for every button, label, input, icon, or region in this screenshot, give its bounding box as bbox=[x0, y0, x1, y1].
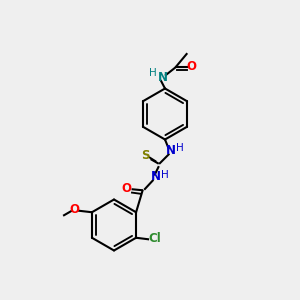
Text: N: N bbox=[150, 170, 161, 183]
Text: O: O bbox=[121, 182, 131, 195]
Text: O: O bbox=[187, 59, 197, 73]
Text: H: H bbox=[176, 143, 183, 154]
Text: N: N bbox=[165, 144, 176, 157]
Text: S: S bbox=[141, 149, 150, 162]
Text: Cl: Cl bbox=[148, 232, 161, 245]
Text: H: H bbox=[160, 169, 168, 180]
Text: O: O bbox=[70, 203, 80, 216]
Text: N: N bbox=[158, 71, 168, 84]
Text: H: H bbox=[149, 68, 157, 79]
